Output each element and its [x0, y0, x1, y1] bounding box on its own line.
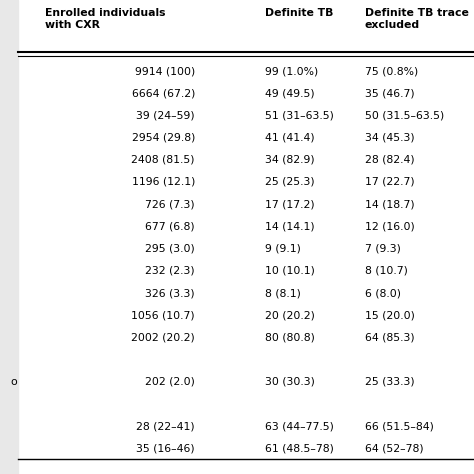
Text: 8 (8.1): 8 (8.1)	[265, 288, 301, 298]
Text: Definite TB: Definite TB	[265, 8, 333, 18]
Text: 677 (6.8): 677 (6.8)	[146, 221, 195, 231]
Text: 20 (20.2): 20 (20.2)	[265, 310, 315, 320]
Text: 8 (10.7): 8 (10.7)	[365, 266, 408, 276]
Text: 9 (9.1): 9 (9.1)	[265, 244, 301, 254]
Text: 12 (16.0): 12 (16.0)	[365, 221, 415, 231]
Text: 14 (14.1): 14 (14.1)	[265, 221, 315, 231]
Text: 6664 (67.2): 6664 (67.2)	[132, 88, 195, 98]
Text: 7 (9.3): 7 (9.3)	[365, 244, 401, 254]
Text: o: o	[10, 377, 18, 387]
Text: 80 (80.8): 80 (80.8)	[265, 332, 315, 342]
Text: 10 (10.1): 10 (10.1)	[265, 266, 315, 276]
Text: 17 (17.2): 17 (17.2)	[265, 199, 315, 209]
Text: Enrolled individuals
with CXR: Enrolled individuals with CXR	[45, 8, 165, 29]
Text: 35 (46.7): 35 (46.7)	[365, 88, 415, 98]
Text: 1196 (12.1): 1196 (12.1)	[132, 177, 195, 187]
Text: 2002 (20.2): 2002 (20.2)	[131, 332, 195, 342]
Text: 9914 (100): 9914 (100)	[135, 66, 195, 76]
Text: 25 (25.3): 25 (25.3)	[265, 177, 315, 187]
Text: 17 (22.7): 17 (22.7)	[365, 177, 415, 187]
Text: 28 (82.4): 28 (82.4)	[365, 155, 415, 165]
Text: 30 (30.3): 30 (30.3)	[265, 377, 315, 387]
Text: 35 (16–46): 35 (16–46)	[137, 443, 195, 454]
Text: 66 (51.5–84): 66 (51.5–84)	[365, 421, 434, 431]
Text: 202 (2.0): 202 (2.0)	[145, 377, 195, 387]
Text: 51 (31–63.5): 51 (31–63.5)	[265, 110, 334, 120]
Text: 34 (82.9): 34 (82.9)	[265, 155, 315, 165]
Text: 2408 (81.5): 2408 (81.5)	[131, 155, 195, 165]
Text: 64 (52–78): 64 (52–78)	[365, 443, 424, 454]
Text: 295 (3.0): 295 (3.0)	[145, 244, 195, 254]
Text: 99 (1.0%): 99 (1.0%)	[265, 66, 318, 76]
Text: 75 (0.8%): 75 (0.8%)	[365, 66, 418, 76]
Text: 326 (3.3): 326 (3.3)	[146, 288, 195, 298]
Text: 49 (49.5): 49 (49.5)	[265, 88, 315, 98]
Text: 14 (18.7): 14 (18.7)	[365, 199, 415, 209]
Text: 64 (85.3): 64 (85.3)	[365, 332, 415, 342]
Text: 2954 (29.8): 2954 (29.8)	[132, 133, 195, 143]
Text: 15 (20.0): 15 (20.0)	[365, 310, 415, 320]
Text: Definite TB trace
excluded: Definite TB trace excluded	[365, 8, 469, 29]
Text: 34 (45.3): 34 (45.3)	[365, 133, 415, 143]
Bar	[0, 0, 18, 474]
Text: 232 (2.3): 232 (2.3)	[146, 266, 195, 276]
Text: 6 (8.0): 6 (8.0)	[365, 288, 401, 298]
Text: 28 (22–41): 28 (22–41)	[137, 421, 195, 431]
Text: 41 (41.4): 41 (41.4)	[265, 133, 315, 143]
Text: 39 (24–59): 39 (24–59)	[137, 110, 195, 120]
Text: 726 (7.3): 726 (7.3)	[146, 199, 195, 209]
Text: 25 (33.3): 25 (33.3)	[365, 377, 415, 387]
Text: 63 (44–77.5): 63 (44–77.5)	[265, 421, 334, 431]
Text: 50 (31.5–63.5): 50 (31.5–63.5)	[365, 110, 444, 120]
Text: 1056 (10.7): 1056 (10.7)	[131, 310, 195, 320]
Text: 61 (48.5–78): 61 (48.5–78)	[265, 443, 334, 454]
